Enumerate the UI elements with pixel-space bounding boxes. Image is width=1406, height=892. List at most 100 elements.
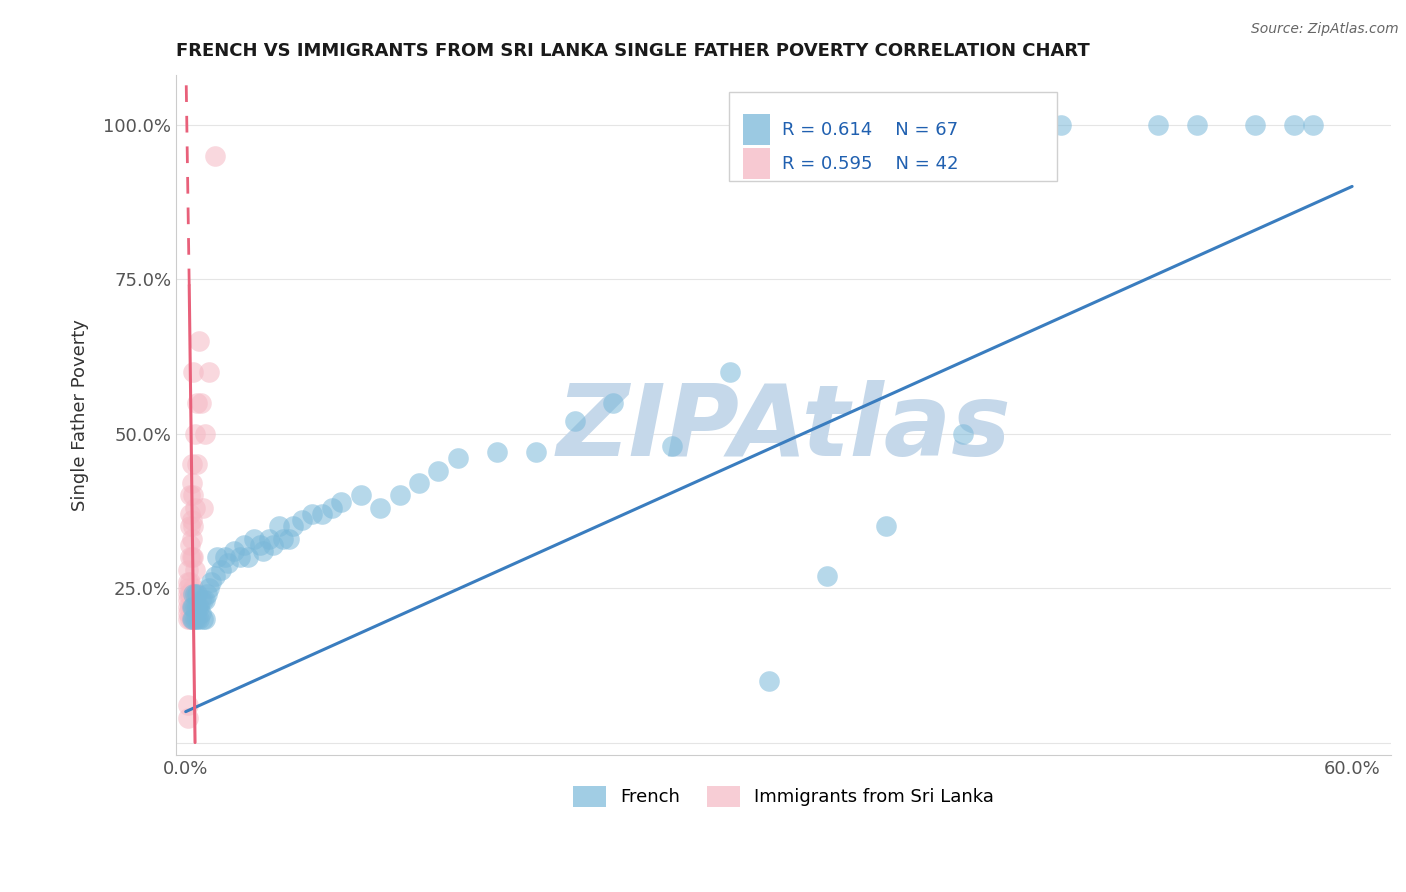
Point <box>229 550 252 565</box>
Point <box>180 458 202 472</box>
Point <box>179 519 201 533</box>
Point <box>952 426 974 441</box>
Point <box>184 500 207 515</box>
Point <box>194 426 217 441</box>
Point <box>242 532 264 546</box>
Point <box>195 587 218 601</box>
Point <box>281 519 304 533</box>
Point <box>249 538 271 552</box>
Point <box>176 606 198 620</box>
Point <box>183 581 205 595</box>
Point <box>368 500 391 515</box>
Point <box>350 488 373 502</box>
Point <box>186 458 208 472</box>
Point <box>180 599 202 614</box>
Point <box>183 599 205 614</box>
Point <box>179 574 201 589</box>
Point <box>176 587 198 601</box>
Point <box>718 365 741 379</box>
Point <box>188 612 211 626</box>
Point <box>183 587 205 601</box>
Point <box>186 612 208 626</box>
Point <box>184 612 207 626</box>
Point <box>311 507 333 521</box>
Point <box>193 612 215 626</box>
Point <box>209 562 232 576</box>
Point <box>179 612 201 626</box>
Text: R = 0.614    N = 67: R = 0.614 N = 67 <box>782 120 959 138</box>
Point <box>194 612 217 626</box>
Point <box>183 612 205 626</box>
Point <box>193 500 215 515</box>
Point <box>291 513 314 527</box>
FancyBboxPatch shape <box>728 92 1057 180</box>
Point <box>190 395 212 409</box>
Point <box>194 593 217 607</box>
Point <box>176 711 198 725</box>
Point <box>233 538 256 552</box>
Point <box>186 587 208 601</box>
Point <box>271 532 294 546</box>
Point <box>301 507 323 521</box>
Point <box>176 562 198 576</box>
Point <box>1302 118 1324 132</box>
Point <box>190 593 212 607</box>
Point <box>447 451 470 466</box>
Point <box>815 568 838 582</box>
Point <box>262 538 284 552</box>
Point <box>330 494 353 508</box>
Point <box>176 599 198 614</box>
Text: FRENCH VS IMMIGRANTS FROM SRI LANKA SINGLE FATHER POVERTY CORRELATION CHART: FRENCH VS IMMIGRANTS FROM SRI LANKA SING… <box>176 42 1090 60</box>
Point <box>180 550 202 565</box>
Point <box>190 606 212 620</box>
FancyBboxPatch shape <box>744 114 770 145</box>
Point <box>180 532 202 546</box>
Point <box>176 612 198 626</box>
Point <box>602 395 624 409</box>
Point <box>188 599 211 614</box>
Text: Source: ZipAtlas.com: Source: ZipAtlas.com <box>1251 22 1399 37</box>
Point <box>1049 118 1071 132</box>
Point <box>179 599 201 614</box>
Point <box>224 544 246 558</box>
Point <box>176 698 198 713</box>
Y-axis label: Single Father Poverty: Single Father Poverty <box>72 319 89 511</box>
Point <box>218 557 240 571</box>
Point <box>183 550 205 565</box>
Point <box>198 581 221 595</box>
Point <box>204 148 226 162</box>
Point <box>1146 118 1168 132</box>
Point <box>321 500 343 515</box>
Point <box>176 581 198 595</box>
Point <box>179 488 201 502</box>
Point <box>176 593 198 607</box>
Point <box>758 673 780 688</box>
Point <box>179 587 201 601</box>
Point <box>259 532 281 546</box>
Point <box>183 488 205 502</box>
Point <box>184 587 207 601</box>
Point <box>564 414 586 428</box>
Point <box>214 550 236 565</box>
Point <box>180 612 202 626</box>
Point <box>661 439 683 453</box>
Point <box>184 599 207 614</box>
Point <box>1185 118 1208 132</box>
Point <box>184 426 207 441</box>
Point <box>180 612 202 626</box>
Point <box>180 476 202 491</box>
Point <box>186 395 208 409</box>
Text: R = 0.595    N = 42: R = 0.595 N = 42 <box>782 154 959 172</box>
Point <box>183 519 205 533</box>
Point <box>427 464 450 478</box>
Point <box>200 574 222 589</box>
Point <box>179 550 201 565</box>
Point <box>277 532 299 546</box>
Point <box>205 550 228 565</box>
Point <box>1282 118 1305 132</box>
Point <box>180 599 202 614</box>
FancyBboxPatch shape <box>744 148 770 179</box>
Point <box>184 562 207 576</box>
Point <box>252 544 274 558</box>
Point <box>1244 118 1267 132</box>
